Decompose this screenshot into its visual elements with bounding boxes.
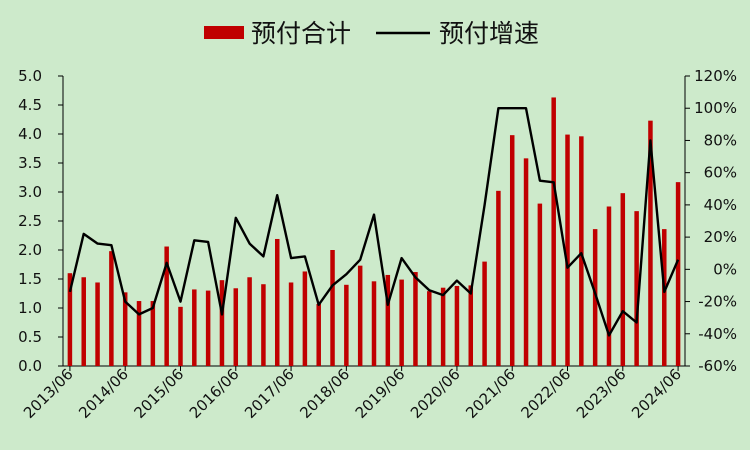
legend: 预付合计 预付增速 [204, 19, 539, 48]
x-tick-label: 2014/06 [75, 365, 132, 422]
bar [164, 246, 169, 366]
bar [675, 182, 681, 366]
bar [371, 281, 377, 366]
left-tick-label: 2.5 [18, 212, 42, 230]
bar [344, 284, 349, 366]
bar [233, 288, 239, 366]
bar [606, 206, 612, 366]
bar [302, 271, 308, 366]
legend-label-bar: 预付合计 [251, 19, 351, 48]
bar [150, 301, 156, 366]
bar [316, 303, 321, 366]
bar [648, 120, 653, 366]
left-tick-label: 3.5 [18, 154, 42, 172]
right-tick-label: 20% [704, 228, 737, 246]
bar [496, 190, 501, 366]
bar [399, 279, 404, 366]
bar [288, 282, 294, 366]
legend-label-line: 预付增速 [439, 19, 539, 48]
bar-series [67, 97, 681, 367]
x-tick-label: 2016/06 [186, 365, 243, 422]
right-tick-label: 80% [704, 131, 737, 149]
right-tick-label: 0% [713, 260, 737, 278]
bar [81, 277, 86, 366]
growth-line [68, 106, 680, 337]
bar [662, 229, 667, 366]
legend-swatch-bar [204, 26, 244, 39]
bar [413, 272, 418, 366]
bar [565, 134, 570, 366]
left-tick-label: 1.0 [18, 299, 42, 317]
x-tick-label: 2024/06 [628, 365, 685, 422]
bar [205, 290, 211, 366]
x-tick-label: 2017/06 [241, 365, 298, 422]
bar [551, 97, 556, 367]
right-tick-label: -40% [698, 325, 737, 343]
bar [440, 287, 446, 366]
right-tick-label: 40% [704, 196, 737, 214]
right-tick-label: 100% [694, 99, 737, 117]
x-tick-label: 2015/06 [131, 365, 188, 422]
left-tick-label: 4.0 [18, 125, 42, 143]
bar [178, 306, 183, 366]
left-tick-label: 1.5 [18, 270, 42, 288]
bar [247, 277, 252, 366]
bar [579, 136, 584, 366]
bar [509, 135, 515, 366]
bar [67, 273, 73, 366]
right-tick-label: 120% [694, 67, 737, 85]
right-tick-label: -20% [698, 293, 737, 311]
bar [592, 229, 598, 366]
left-tick-label: 5.0 [18, 67, 42, 85]
bar [454, 285, 460, 366]
bar [482, 261, 487, 366]
left-tick-label: 4.5 [18, 96, 42, 114]
left-tick-label: 3.0 [18, 183, 42, 201]
bar [122, 292, 128, 366]
bar [261, 284, 266, 366]
bar [219, 280, 225, 366]
bar [537, 203, 543, 366]
right-tick-label: -60% [698, 357, 737, 375]
left-tick-label: 0.0 [18, 357, 42, 375]
x-tick-label: 2019/06 [352, 365, 409, 422]
bar [330, 250, 335, 366]
axes: 0.0 0.5 1.0 1.5 2.0 2.5 3.0 3.5 4.0 4.5 5.0 -60% -40… [18, 67, 737, 375]
bar [109, 251, 114, 366]
bar [427, 291, 432, 366]
x-tick-label: 2020/06 [407, 365, 464, 422]
bar [620, 193, 626, 366]
bar [192, 289, 197, 366]
bar [136, 301, 142, 366]
x-tick-label: 2021/06 [462, 365, 519, 422]
bar [385, 274, 391, 366]
bar [95, 282, 100, 366]
x-tick-label: 2023/06 [573, 365, 630, 422]
x-tick-label: 2018/06 [296, 365, 353, 422]
bar [468, 285, 474, 366]
bar [357, 265, 363, 366]
bar [634, 211, 639, 366]
left-tick-label: 0.5 [18, 328, 42, 346]
x-tick-labels: 2013/062014/062015/062016/062017/062018/… [20, 365, 685, 422]
x-tick-label: 2022/06 [518, 365, 575, 422]
bar [274, 238, 280, 366]
right-tick-label: 60% [704, 164, 737, 182]
line-series [68, 106, 680, 337]
left-tick-label: 2.0 [18, 241, 42, 259]
bar [523, 158, 529, 366]
